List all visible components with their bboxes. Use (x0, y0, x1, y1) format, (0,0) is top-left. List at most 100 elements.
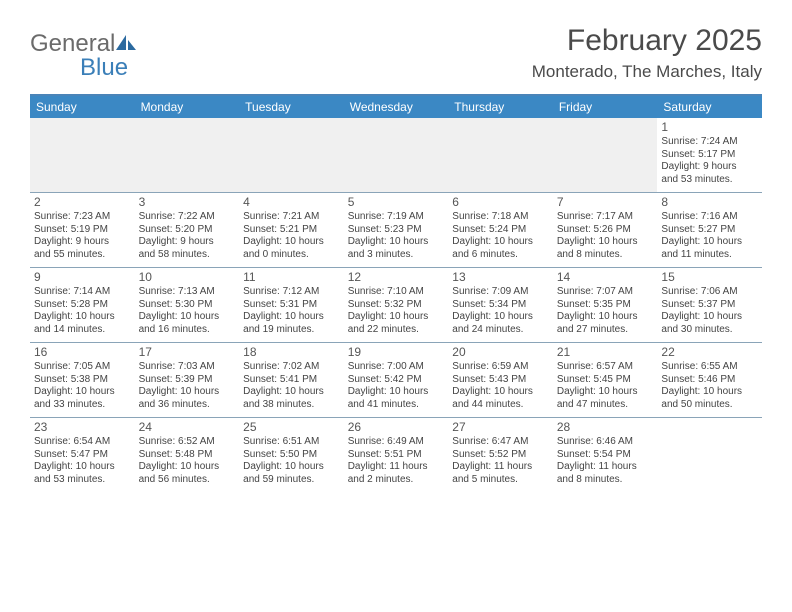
day-cell: 17Sunrise: 7:03 AMSunset: 5:39 PMDayligh… (135, 343, 240, 417)
daylight-text-2: and 53 minutes. (34, 474, 131, 487)
daylight-text-1: Daylight: 10 hours (139, 461, 236, 474)
sunrise-text: Sunrise: 7:21 AM (243, 211, 340, 224)
daylight-text-1: Daylight: 10 hours (348, 311, 445, 324)
day-cell: 2Sunrise: 7:23 AMSunset: 5:19 PMDaylight… (30, 193, 135, 267)
daylight-text-2: and 36 minutes. (139, 399, 236, 412)
day-number: 16 (34, 345, 131, 360)
sunrise-text: Sunrise: 7:22 AM (139, 211, 236, 224)
daylight-text-2: and 8 minutes. (557, 249, 654, 262)
day-number: 25 (243, 420, 340, 435)
daylight-text-2: and 47 minutes. (557, 399, 654, 412)
daylight-text-1: Daylight: 10 hours (139, 311, 236, 324)
daylight-text-2: and 50 minutes. (661, 399, 758, 412)
day-number: 18 (243, 345, 340, 360)
sunset-text: Sunset: 5:47 PM (34, 449, 131, 462)
day-number: 15 (661, 270, 758, 285)
daylight-text-1: Daylight: 10 hours (34, 311, 131, 324)
daylight-text-2: and 19 minutes. (243, 324, 340, 337)
day-cell: 20Sunrise: 6:59 AMSunset: 5:43 PMDayligh… (448, 343, 553, 417)
day-number: 2 (34, 195, 131, 210)
daylight-text-2: and 55 minutes. (34, 249, 131, 262)
daylight-text-2: and 11 minutes. (661, 249, 758, 262)
daylight-text-1: Daylight: 10 hours (243, 311, 340, 324)
daylight-text-2: and 5 minutes. (452, 474, 549, 487)
day-cell: 24Sunrise: 6:52 AMSunset: 5:48 PMDayligh… (135, 418, 240, 492)
daylight-text-2: and 53 minutes. (661, 174, 758, 187)
day-cell (239, 118, 344, 192)
daylight-text-1: Daylight: 10 hours (661, 311, 758, 324)
daylight-text-1: Daylight: 10 hours (557, 386, 654, 399)
day-number: 5 (348, 195, 445, 210)
week-row: 2Sunrise: 7:23 AMSunset: 5:19 PMDaylight… (30, 192, 762, 267)
day-header: Sunday (30, 96, 135, 118)
daylight-text-1: Daylight: 10 hours (139, 386, 236, 399)
daylight-text-2: and 16 minutes. (139, 324, 236, 337)
sunset-text: Sunset: 5:41 PM (243, 374, 340, 387)
daylight-text-1: Daylight: 11 hours (452, 461, 549, 474)
sunset-text: Sunset: 5:24 PM (452, 224, 549, 237)
sunset-text: Sunset: 5:50 PM (243, 449, 340, 462)
day-number: 22 (661, 345, 758, 360)
daylight-text-1: Daylight: 9 hours (661, 161, 758, 174)
calendar: Sunday Monday Tuesday Wednesday Thursday… (30, 96, 762, 492)
sunset-text: Sunset: 5:32 PM (348, 299, 445, 312)
day-number: 8 (661, 195, 758, 210)
day-cell (344, 118, 449, 192)
day-cell: 12Sunrise: 7:10 AMSunset: 5:32 PMDayligh… (344, 268, 449, 342)
sunset-text: Sunset: 5:19 PM (34, 224, 131, 237)
sunrise-text: Sunrise: 7:17 AM (557, 211, 654, 224)
day-header: Saturday (657, 96, 762, 118)
sunset-text: Sunset: 5:43 PM (452, 374, 549, 387)
sunrise-text: Sunrise: 6:49 AM (348, 436, 445, 449)
daylight-text-2: and 2 minutes. (348, 474, 445, 487)
daylight-text-2: and 14 minutes. (34, 324, 131, 337)
logo-text-2: Blue (30, 54, 138, 82)
daylight-text-1: Daylight: 11 hours (348, 461, 445, 474)
sunset-text: Sunset: 5:52 PM (452, 449, 549, 462)
day-header: Wednesday (344, 96, 449, 118)
daylight-text-1: Daylight: 10 hours (348, 386, 445, 399)
day-number: 23 (34, 420, 131, 435)
sunset-text: Sunset: 5:51 PM (348, 449, 445, 462)
day-number: 13 (452, 270, 549, 285)
day-number: 7 (557, 195, 654, 210)
week-row: 9Sunrise: 7:14 AMSunset: 5:28 PMDaylight… (30, 267, 762, 342)
daylight-text-1: Daylight: 10 hours (243, 386, 340, 399)
sunrise-text: Sunrise: 6:46 AM (557, 436, 654, 449)
daylight-text-2: and 22 minutes. (348, 324, 445, 337)
sunset-text: Sunset: 5:34 PM (452, 299, 549, 312)
day-cell: 1Sunrise: 7:24 AMSunset: 5:17 PMDaylight… (657, 118, 762, 192)
daylight-text-2: and 58 minutes. (139, 249, 236, 262)
day-number: 20 (452, 345, 549, 360)
sunrise-text: Sunrise: 6:47 AM (452, 436, 549, 449)
day-number: 26 (348, 420, 445, 435)
sunrise-text: Sunrise: 7:13 AM (139, 286, 236, 299)
day-cell: 8Sunrise: 7:16 AMSunset: 5:27 PMDaylight… (657, 193, 762, 267)
day-cell: 25Sunrise: 6:51 AMSunset: 5:50 PMDayligh… (239, 418, 344, 492)
daylight-text-2: and 41 minutes. (348, 399, 445, 412)
daylight-text-1: Daylight: 10 hours (452, 386, 549, 399)
day-cell (448, 118, 553, 192)
day-number: 9 (34, 270, 131, 285)
day-cell: 9Sunrise: 7:14 AMSunset: 5:28 PMDaylight… (30, 268, 135, 342)
day-number: 28 (557, 420, 654, 435)
day-number: 6 (452, 195, 549, 210)
sunset-text: Sunset: 5:54 PM (557, 449, 654, 462)
sunrise-text: Sunrise: 6:54 AM (34, 436, 131, 449)
day-number: 14 (557, 270, 654, 285)
day-number: 19 (348, 345, 445, 360)
day-header: Thursday (448, 96, 553, 118)
day-cell: 7Sunrise: 7:17 AMSunset: 5:26 PMDaylight… (553, 193, 658, 267)
sunset-text: Sunset: 5:42 PM (348, 374, 445, 387)
sunrise-text: Sunrise: 6:51 AM (243, 436, 340, 449)
day-number: 4 (243, 195, 340, 210)
day-cell: 11Sunrise: 7:12 AMSunset: 5:31 PMDayligh… (239, 268, 344, 342)
daylight-text-2: and 59 minutes. (243, 474, 340, 487)
daylight-text-2: and 33 minutes. (34, 399, 131, 412)
daylight-text-2: and 6 minutes. (452, 249, 549, 262)
day-cell (553, 118, 658, 192)
sunrise-text: Sunrise: 7:24 AM (661, 136, 758, 149)
sunrise-text: Sunrise: 7:16 AM (661, 211, 758, 224)
sunset-text: Sunset: 5:31 PM (243, 299, 340, 312)
day-cell: 16Sunrise: 7:05 AMSunset: 5:38 PMDayligh… (30, 343, 135, 417)
